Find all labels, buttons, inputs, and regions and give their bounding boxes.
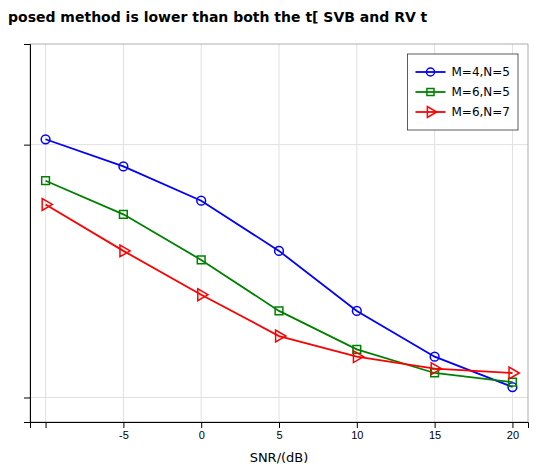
marks	[41, 135, 519, 391]
legend-label: M=4,N=5	[451, 65, 510, 79]
x-tick-mark	[201, 422, 202, 428]
legend-entry: M=4,N=5	[415, 65, 510, 79]
series-marker	[431, 363, 441, 375]
x-axis-line	[31, 423, 529, 429]
legend-swatch-line	[415, 71, 445, 73]
series-line	[46, 139, 513, 387]
series-marker	[120, 210, 128, 218]
legend: M=4,N=5 M=6,N=5 M=6,N=7	[407, 54, 518, 130]
x-tick-mark	[512, 422, 513, 428]
series-marker	[198, 289, 208, 301]
series-line	[46, 181, 513, 382]
series-marker	[42, 177, 50, 185]
x-tick-label: 20	[507, 429, 519, 441]
legend-box	[407, 54, 518, 130]
x-grid-line	[201, 44, 202, 422]
x-grid-line	[45, 44, 46, 422]
legend-swatch-marker	[427, 88, 434, 95]
x-tick-mark	[123, 422, 124, 428]
series-marker	[353, 351, 363, 363]
series-marker	[508, 383, 517, 392]
series-marker	[509, 378, 517, 386]
y-axis-line	[24, 45, 31, 423]
y-tick-mark	[24, 397, 30, 398]
y-tick-mark	[24, 145, 30, 146]
series-marker	[430, 352, 439, 361]
plot-frame	[30, 44, 528, 422]
x-tick: 20	[507, 422, 519, 441]
x-tick-label: 15	[429, 429, 441, 441]
y-tick	[24, 145, 30, 146]
legend-swatch-line	[415, 111, 445, 113]
x-grid-line	[123, 44, 124, 422]
x-tick: -5	[119, 422, 129, 441]
x-tick: 10	[351, 422, 363, 441]
x-tick	[46, 422, 47, 428]
title: posed method is lower than both the t[ S…	[8, 9, 428, 25]
x-grid-line	[356, 44, 357, 422]
x-tick-mark	[435, 422, 436, 428]
x-axis: -5 0 5 10 15 20	[31, 422, 529, 441]
y-grid-line	[30, 144, 528, 145]
legend-label: M=6,N=5	[451, 85, 510, 99]
grid	[30, 44, 528, 422]
x-tick: 0	[199, 422, 205, 441]
series-marker	[352, 307, 361, 316]
series-marker	[509, 367, 519, 379]
x-tick-mark	[357, 422, 358, 428]
y-grid-line	[30, 397, 528, 398]
series-marker	[276, 330, 286, 342]
series-marker	[119, 162, 128, 171]
plot: -5 0 5 10 15 20 SNR/(dB) M=4,N=5 M=6,N=5 M=6,N=7	[24, 44, 529, 465]
series-marker	[42, 199, 52, 211]
chart: posed method is lower than both the t[ S…	[0, 0, 550, 474]
series-marker	[197, 196, 206, 205]
x-grid-line	[279, 44, 280, 422]
series-marker	[120, 245, 130, 257]
x-tick-label: 0	[199, 429, 205, 441]
legend-label: M=6,N=7	[451, 105, 510, 119]
x-tick-mark	[46, 422, 47, 428]
series-marker	[41, 135, 50, 144]
series-line	[46, 204, 513, 373]
legend-entry: M=6,N=7	[415, 105, 510, 119]
y-tick	[24, 397, 30, 398]
x-tick: 15	[429, 422, 441, 441]
x-tick-label: 5	[276, 429, 282, 441]
y-axis	[24, 45, 31, 423]
x-tick: 5	[276, 422, 282, 441]
x-tick-label: -5	[119, 429, 129, 441]
legend-entry: M=6,N=5	[415, 85, 510, 99]
series-marker	[275, 247, 284, 256]
series-marker	[275, 307, 283, 315]
x-axis-label: SNR/(dB)	[250, 450, 309, 465]
x-tick-label: 10	[351, 429, 363, 441]
legend-swatch-marker	[427, 107, 436, 118]
legend-swatch-marker	[426, 68, 434, 76]
x-tick-mark	[279, 422, 280, 428]
legend-swatch-line	[415, 91, 445, 93]
series-marker	[197, 256, 205, 264]
